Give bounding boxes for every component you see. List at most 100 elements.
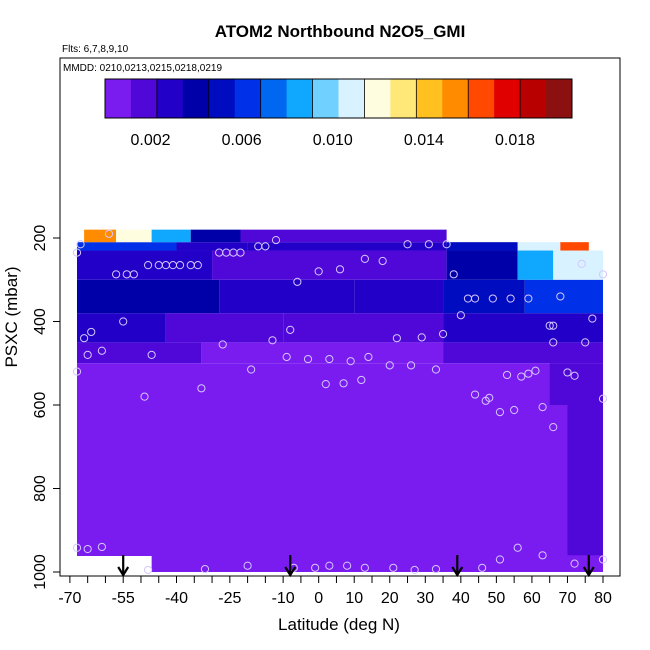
colorbar: 0.002 0.006 0.010 0.014 0.018 [104,78,573,149]
colorbar-swatch [234,79,262,118]
observation-point [218,340,227,349]
heatmap-cell [283,313,444,343]
chart-title: ATOM2 Northbound N2O5_GMI [215,22,466,41]
observation-point [360,254,369,263]
y-axis: 200 400 600 800 1000 [32,225,61,590]
heatmap-cell [567,405,603,556]
heatmap-cell [77,279,220,314]
flight-arrows [117,555,595,578]
y-tick-label: 600 [32,392,49,419]
observation-point [311,563,320,572]
observation-point [513,543,522,552]
colorbar-swatch [442,79,469,118]
colorbar-swatch [390,79,417,118]
observation-point [200,564,210,574]
heatmap-cell [549,363,603,405]
heatmap-cell [190,229,241,243]
observation-point [268,336,277,345]
colorbar-swatch [260,79,288,118]
colorbar-swatch [286,79,314,118]
heatmap-cell [77,342,202,364]
observation-point [538,551,547,560]
colorbar-tick-label: 0.018 [495,132,535,149]
x-tick-label: -55 [112,590,135,607]
heatmap-cell [84,229,117,243]
observation-point [449,270,458,279]
heatmap-cell [77,363,603,572]
observation-point [339,379,348,388]
heatmap-cells [77,229,603,576]
observation-point [392,334,401,343]
observation-point [346,357,355,366]
observation-point [478,563,487,572]
heatmap-cell [151,229,191,243]
heatmap-cell [201,342,444,364]
observation-point [314,267,323,276]
observation-point [140,392,149,401]
observation-point [495,407,505,417]
observation-point [261,242,270,251]
observation-point [385,361,394,370]
heatmap-cell [446,242,518,251]
observation-point [431,564,441,574]
observation-point [129,270,138,279]
heatmap-cell [219,279,355,314]
x-tick-label: 30 [416,590,434,607]
flight-arrow [117,555,130,578]
observation-point [325,354,334,364]
heatmap-cell [247,242,447,251]
observation-point [570,559,579,568]
colorbar-swatch [546,79,573,118]
x-axis-label: Latitude (deg N) [278,615,400,634]
observation-point [343,561,352,570]
colorbar-swatch [208,79,236,118]
y-tick-label: 800 [32,475,49,502]
observation-point [111,270,121,279]
observation-point [488,294,497,303]
observation-point [403,240,412,249]
colorbar-tick-label: 0.006 [222,132,262,149]
flights-label: Flts: 6,7,8,9,10 [62,44,129,55]
observation-point [570,371,579,380]
observation-point [83,544,92,554]
y-tick-label: 400 [32,308,49,335]
observation-point [175,261,185,270]
heatmap-cell [517,250,554,280]
colorbar-tick-label: 0.002 [131,132,171,149]
observation-point [563,368,572,377]
observation-point [417,333,426,342]
observation-point [517,372,526,381]
colorbar-swatch [520,79,547,118]
observation-point [243,561,252,570]
y-tick-label: 1000 [32,554,49,590]
heatmap-cell [517,242,561,251]
observation-point [357,375,366,385]
colorbar-swatch [105,79,132,118]
observation-point [549,321,558,330]
colorbar-swatch [494,79,521,118]
observation-point [598,394,608,403]
heatmap-cell [77,313,166,343]
heatmap-cell [354,279,444,314]
observation-point [303,354,313,364]
observation-point [456,311,465,320]
observation-point [406,361,416,370]
observation-point [360,563,369,572]
observation-point [545,321,554,330]
observation-point [549,423,558,432]
observation-point [510,405,519,415]
observation-point [581,338,590,347]
heatmap-cell [165,313,284,343]
observation-point [470,294,480,303]
heatmap-cell [443,342,603,364]
observation-point [524,369,533,378]
observation-point [97,542,106,552]
dates-label: MMDD: 0210,0213,0215,0218,0219 [63,63,222,74]
heatmap-cell [116,229,152,243]
heatmap-cell [560,242,589,251]
heatmap-cell [443,313,603,343]
colorbar-tick-label: 0.014 [404,132,444,149]
observation-point [119,317,128,326]
flight-arrow [582,555,595,578]
observation-point [80,334,89,343]
